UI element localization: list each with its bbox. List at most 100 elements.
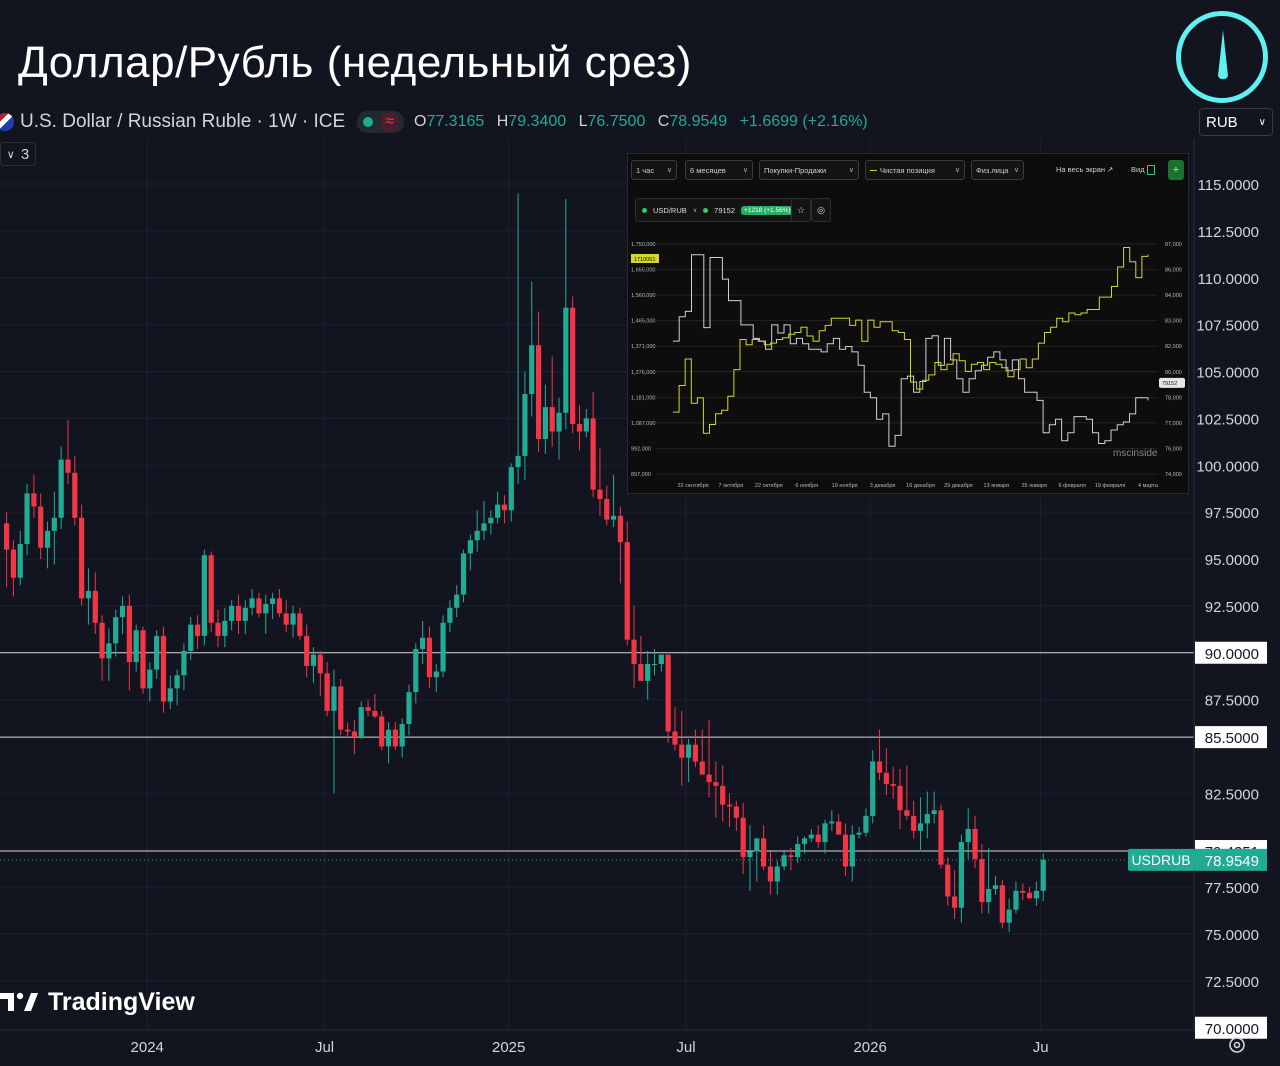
indicator-count-toggle[interactable]: ∨ 3 xyxy=(0,142,36,166)
candle xyxy=(563,199,569,430)
candle xyxy=(883,748,889,796)
inset-series xyxy=(673,247,1149,447)
candle-body xyxy=(808,834,814,839)
inset-left-tick: 1,181,000 xyxy=(631,395,655,401)
candle-body xyxy=(495,504,501,518)
candle xyxy=(815,825,821,848)
candle-body xyxy=(58,459,64,518)
candle-body xyxy=(945,864,951,897)
candle xyxy=(440,615,446,678)
inset-right-tick: 84,000 xyxy=(1165,293,1182,299)
candle xyxy=(420,620,426,664)
candle-body xyxy=(651,664,658,665)
inset-right-marker-box xyxy=(1159,377,1185,388)
candle-body xyxy=(876,761,883,773)
candle-body xyxy=(829,821,835,824)
candle xyxy=(645,650,651,700)
candle xyxy=(686,739,692,783)
candle-body xyxy=(133,630,139,663)
symbol-tag-text: USDRUB xyxy=(1131,852,1190,868)
candle xyxy=(508,463,514,522)
candle-body xyxy=(372,710,378,717)
candle-body xyxy=(863,815,869,833)
inset-timeframe-select[interactable]: 1 час ∨ xyxy=(631,160,677,180)
inset-group-select[interactable]: Физ.лица ∨ xyxy=(971,160,1024,180)
inset-date-label: 29 декабря xyxy=(944,483,973,489)
candle xyxy=(836,814,842,835)
candle-body xyxy=(242,607,248,621)
price-tick-label: 105.0000 xyxy=(1196,365,1259,382)
candle xyxy=(1006,898,1012,933)
chevron-down-icon: ∨ xyxy=(6,148,15,161)
star-icon[interactable]: ☆ xyxy=(791,198,811,222)
candle-body xyxy=(167,688,173,702)
candle xyxy=(767,851,774,895)
candle xyxy=(222,607,228,648)
inset-period-select[interactable]: 6 месяцев ∨ xyxy=(685,160,753,180)
candle-body xyxy=(65,459,71,473)
candle-body xyxy=(842,834,849,867)
inset-symbol-chip[interactable]: USD/RUB ∨ 79152 +1218 (+1.56%) xyxy=(635,198,801,222)
candle-body xyxy=(692,744,699,762)
candle xyxy=(911,800,917,839)
level-label: 90.0000 xyxy=(1195,641,1267,664)
candle xyxy=(713,761,719,818)
candle xyxy=(576,405,583,451)
candle-body xyxy=(126,605,132,663)
inset-right-tick: 78,000 xyxy=(1165,395,1182,401)
candle-body xyxy=(501,504,508,511)
inset-fullscreen-button[interactable]: На весь экран ↗ xyxy=(1056,165,1113,174)
candle-body xyxy=(597,489,603,499)
currency-select[interactable]: RUB ∨ xyxy=(1199,108,1273,136)
up-arrow-icon xyxy=(703,207,709,213)
candle-body xyxy=(256,598,262,614)
candle xyxy=(345,722,351,738)
level-label-box xyxy=(1195,1016,1267,1039)
candle xyxy=(945,857,951,906)
tradingview-logo[interactable]: TradingView xyxy=(0,986,195,1018)
symbol-name[interactable]: U.S. Dollar / Russian Ruble · 1W · ICE xyxy=(20,111,346,132)
candle xyxy=(208,551,214,633)
candle xyxy=(467,534,473,571)
market-status[interactable]: ≈ xyxy=(357,111,404,133)
settings-icon[interactable]: ◎ xyxy=(811,198,831,222)
candle xyxy=(72,455,78,526)
inset-metric-select[interactable]: Чистая позиция ∨ xyxy=(865,160,965,180)
currency-value: RUB xyxy=(1206,113,1238,131)
candle-body xyxy=(590,418,596,490)
inset-date-label: 19 ноября xyxy=(832,483,858,489)
candle xyxy=(460,549,467,603)
candle-body xyxy=(229,605,235,621)
market-open-dot-icon xyxy=(363,117,374,127)
candle-body xyxy=(1027,892,1033,899)
candle xyxy=(495,491,501,524)
candle-body xyxy=(529,345,535,394)
candle-body xyxy=(774,866,780,882)
chevron-down-icon: ∨ xyxy=(742,167,748,174)
inset-view-button[interactable]: Вид xyxy=(1131,165,1155,176)
candle xyxy=(754,838,760,882)
inset-date-label: 22 октября xyxy=(755,483,783,489)
settings-gear-icon[interactable] xyxy=(1226,1034,1248,1056)
candle-body xyxy=(324,673,330,711)
time-axis: 2024 Jul 2025 Jul 2026 Ju xyxy=(0,1029,1194,1061)
candle-body xyxy=(269,598,276,604)
candle-body xyxy=(140,630,146,689)
inset-date-label: 22 сентября xyxy=(677,483,708,489)
candle xyxy=(235,594,242,634)
candle xyxy=(597,448,603,516)
delayed-data-icon[interactable]: ≈ xyxy=(381,113,398,131)
ohlc-key: L xyxy=(578,113,588,130)
candle xyxy=(351,720,358,754)
inset-mode-select[interactable]: Покупки-Продажи ∨ xyxy=(759,160,859,180)
candle-body xyxy=(992,885,999,889)
candle xyxy=(51,491,57,565)
inset-add-button[interactable]: + xyxy=(1168,160,1184,180)
ohlc-key: O xyxy=(413,113,427,130)
candle-body xyxy=(208,555,214,623)
price-tick-label: 95.0000 xyxy=(1205,552,1259,569)
candle xyxy=(672,707,678,751)
candle-body xyxy=(604,499,610,520)
